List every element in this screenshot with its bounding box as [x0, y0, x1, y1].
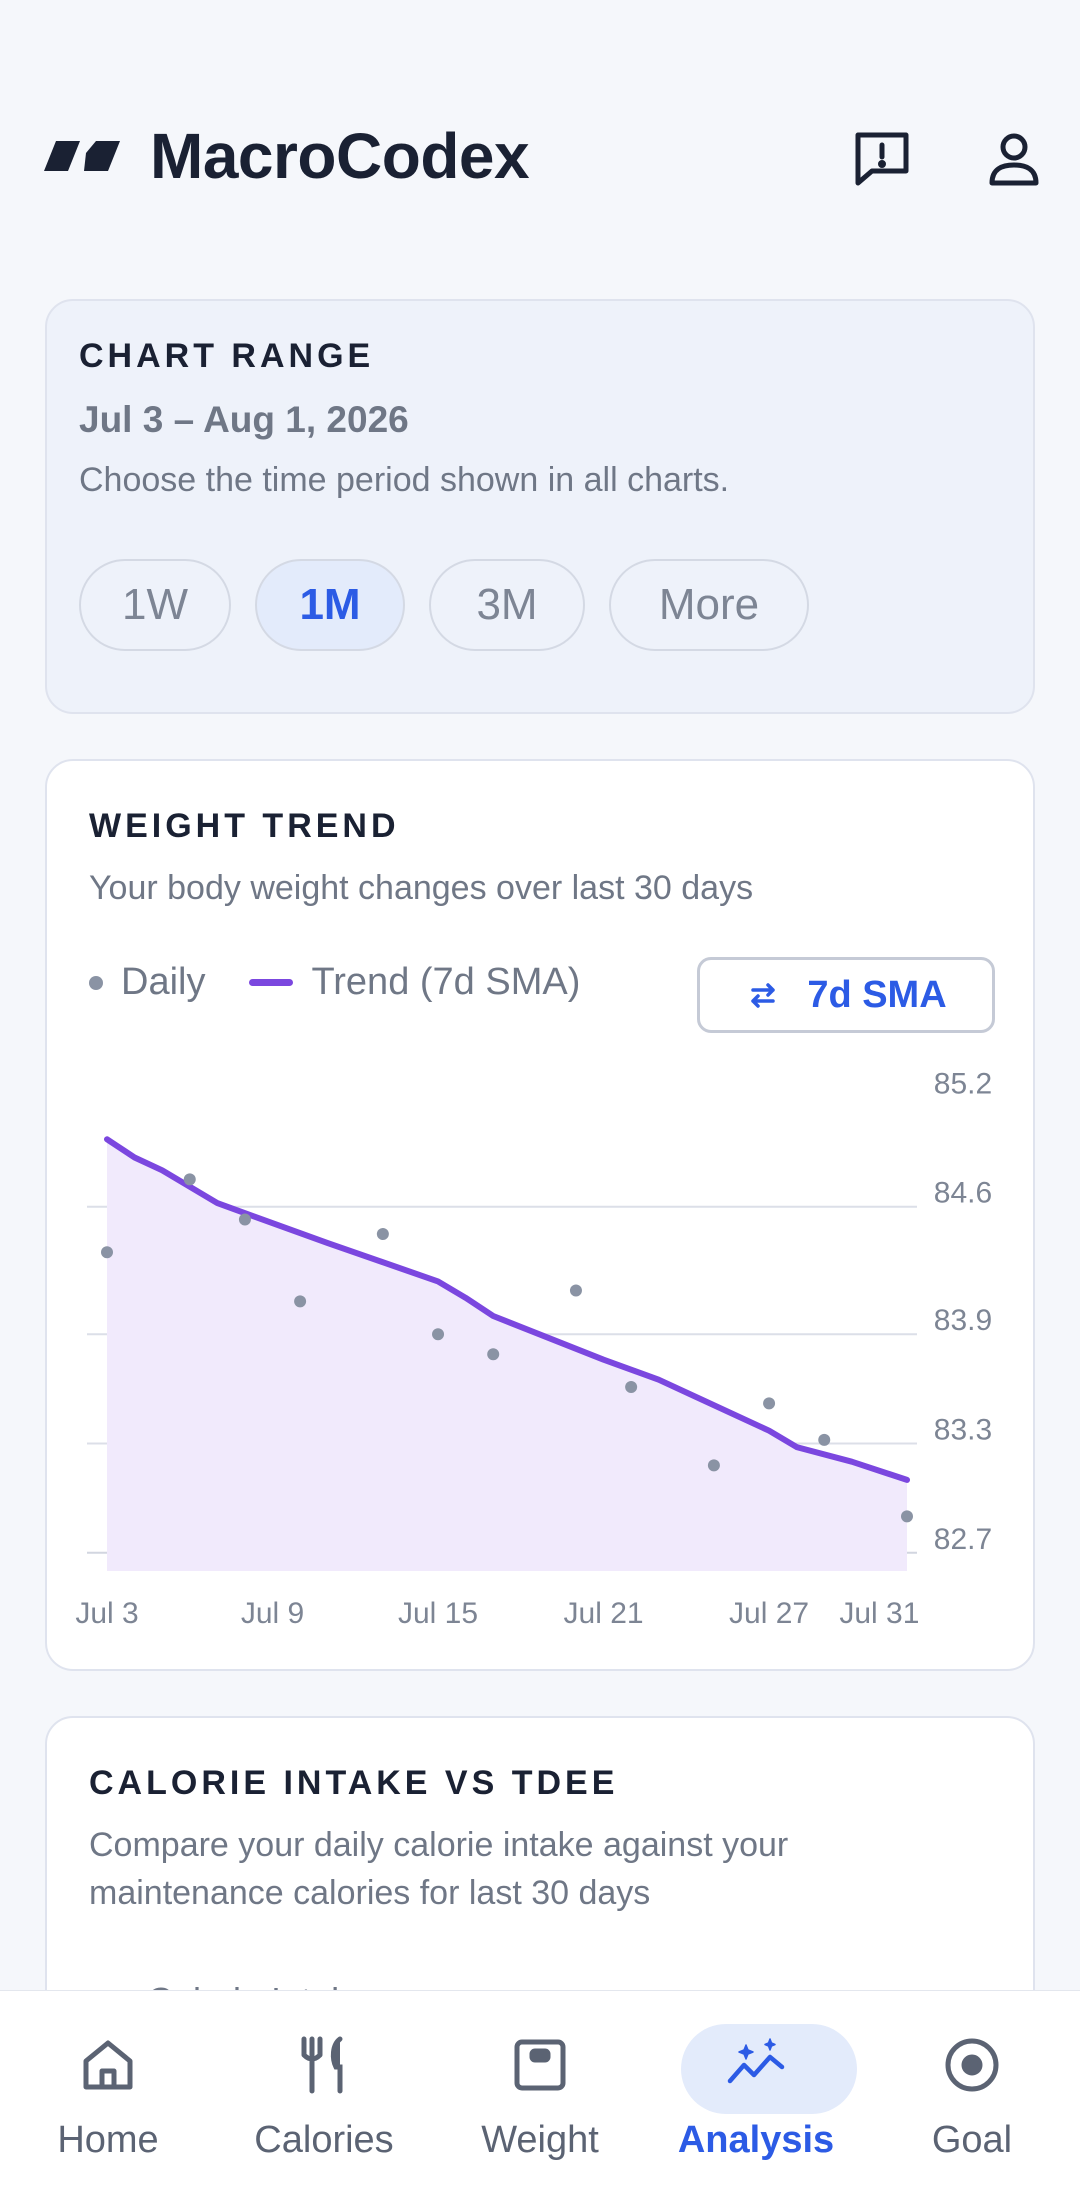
range-option-more[interactable]: More	[609, 559, 809, 651]
weight-trend-title: WEIGHT TREND	[89, 807, 400, 845]
calorie-subtitle-2: maintenance calories for last 30 days	[89, 1874, 651, 1912]
daily-point	[487, 1348, 500, 1361]
nav-goal-label: Goal	[931, 2119, 1013, 2161]
nav-weight[interactable]: Weight	[432, 1991, 648, 2210]
fork-knife-icon	[292, 2033, 356, 2097]
scale-icon	[508, 2033, 572, 2097]
weight-trend-subtitle: Your body weight changes over last 30 da…	[89, 869, 754, 907]
x-tick-label: Jul 3	[75, 1597, 138, 1630]
range-option-3m[interactable]: 3M	[429, 559, 585, 651]
analysis-icon	[724, 2033, 788, 2097]
profile-icon[interactable]	[982, 127, 1046, 191]
feedback-icon[interactable]	[850, 127, 914, 191]
nav-active-indicator	[681, 2024, 857, 2114]
nav-weight-label: Weight	[481, 2119, 599, 2161]
x-tick-label: Jul 15	[398, 1597, 478, 1630]
nav-analysis-label: Analysis	[677, 2119, 835, 2161]
bottom-navigation: Home Calories Weight Analysis	[0, 1990, 1080, 2210]
nav-home[interactable]: Home	[0, 1991, 216, 2210]
sma-toggle-label: 7d SMA	[807, 973, 947, 1016]
nav-home-label: Home	[57, 2119, 159, 2161]
daily-point	[376, 1228, 389, 1241]
daily-point	[818, 1433, 831, 1446]
x-tick-label: Jul 31	[839, 1597, 919, 1630]
app-logo-icon	[44, 141, 120, 171]
calorie-subtitle-1: Compare your daily calorie intake agains…	[89, 1826, 789, 1864]
chart-range-subtitle: Choose the time period shown in all char…	[79, 461, 730, 499]
nav-calories-label: Calories	[254, 2119, 394, 2161]
trend-line	[104, 1136, 910, 1483]
daily-point	[238, 1213, 251, 1226]
home-icon	[76, 2033, 140, 2097]
trend-area	[107, 1139, 907, 1571]
chart-range-card: CHART RANGE Jul 3 – Aug 1, 2026 Choose t…	[45, 299, 1035, 714]
daily-point	[432, 1328, 445, 1341]
range-option-1m[interactable]: 1M	[255, 559, 405, 651]
daily-point	[763, 1397, 776, 1410]
nav-goal[interactable]: Goal	[864, 1991, 1080, 2210]
app-header: MacroCodex	[0, 105, 1080, 215]
daily-point	[901, 1510, 913, 1523]
daily-point	[569, 1284, 582, 1297]
daily-point	[625, 1381, 638, 1394]
app-title: MacroCodex	[150, 120, 530, 192]
x-tick-label: Jul 27	[729, 1597, 809, 1630]
legend-trend-label: Trend (7d SMA)	[311, 961, 581, 1003]
weight-trend-card: WEIGHT TREND Your body weight changes ov…	[45, 759, 1035, 1671]
daily-point	[183, 1173, 196, 1186]
x-tick-label: Jul 21	[564, 1597, 644, 1630]
legend-daily-label: Daily	[121, 961, 206, 1003]
nav-calories[interactable]: Calories	[216, 1991, 432, 2210]
weight-chart: 85.2 84.6 83.9 83.3 82.7 Jul 3 Jul 9 Jul 15 Jul …	[75, 1067, 992, 1630]
nav-analysis[interactable]: Analysis	[648, 1991, 864, 2210]
y-tick-label: 83.3	[934, 1414, 992, 1447]
range-options: 1W 1M 3M More	[79, 559, 809, 651]
y-tick-label: 83.9	[934, 1304, 992, 1337]
legend-daily-marker	[89, 975, 103, 990]
range-option-1w[interactable]: 1W	[79, 559, 231, 651]
sma-toggle-button[interactable]: 7d SMA	[697, 957, 995, 1033]
daily-point	[294, 1295, 307, 1308]
x-tick-label: Jul 9	[241, 1597, 304, 1630]
target-icon	[940, 2033, 1004, 2097]
calorie-title: CALORIE INTAKE VS TDEE	[89, 1764, 619, 1802]
y-tick-label: 84.6	[934, 1177, 992, 1210]
daily-point	[707, 1459, 720, 1472]
y-tick-label: 82.7	[934, 1523, 992, 1556]
legend-trend-marker	[249, 979, 294, 986]
daily-point	[101, 1246, 113, 1259]
weight-legend: Daily Trend (7d SMA)	[89, 961, 580, 1004]
y-tick-label: 85.2	[934, 1067, 992, 1100]
chart-range-title: CHART RANGE	[79, 337, 375, 375]
chart-range-dates: Jul 3 – Aug 1, 2026	[79, 399, 409, 440]
swap-arrows-icon	[751, 983, 776, 1008]
